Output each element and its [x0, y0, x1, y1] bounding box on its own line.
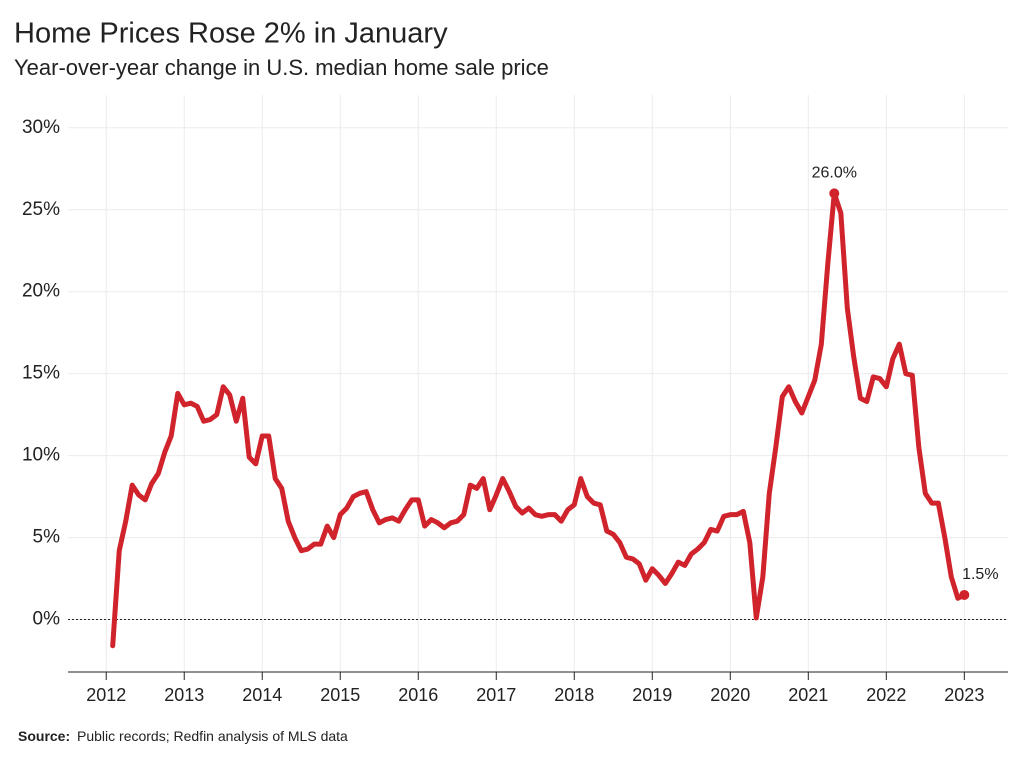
chart-title: Home Prices Rose 2% in January [14, 18, 448, 50]
x-tick-label: 2015 [320, 685, 360, 705]
y-tick-label: 5% [33, 527, 61, 548]
x-tick-label: 2012 [86, 685, 126, 705]
y-tick-label: 20% [22, 281, 60, 302]
data-point [959, 589, 970, 600]
y-tick-label: 30% [22, 117, 60, 138]
x-tick-label: 2022 [866, 685, 906, 705]
x-tick-label: 2021 [788, 685, 828, 705]
y-tick-label: 25% [22, 199, 60, 220]
x-tick-label: 2018 [554, 685, 594, 705]
y-tick-label: 0% [33, 609, 61, 630]
x-tick-label: 2014 [242, 685, 282, 705]
source-label: Source: [18, 728, 70, 744]
data-label: 26.0% [812, 165, 857, 182]
source-text: Public records; Redfin analysis of MLS d… [77, 728, 348, 744]
y-tick-label: 10% [22, 445, 60, 466]
source: Source: Public records; Redfin analysis … [18, 728, 348, 744]
y-tick-label: 15% [22, 363, 60, 384]
x-tick-label: 2020 [710, 685, 750, 705]
series-line [110, 190, 967, 649]
data-point [829, 188, 840, 199]
x-tick-label: 2016 [398, 685, 438, 705]
x-tick-label: 2013 [164, 685, 204, 705]
data-label: 1.5% [962, 566, 998, 583]
x-tick-label: 2023 [944, 685, 984, 705]
x-tick-label: 2019 [632, 685, 672, 705]
x-tick-label: 2017 [476, 685, 516, 705]
chart-subtitle: Year-over-year change in U.S. median hom… [14, 55, 549, 80]
